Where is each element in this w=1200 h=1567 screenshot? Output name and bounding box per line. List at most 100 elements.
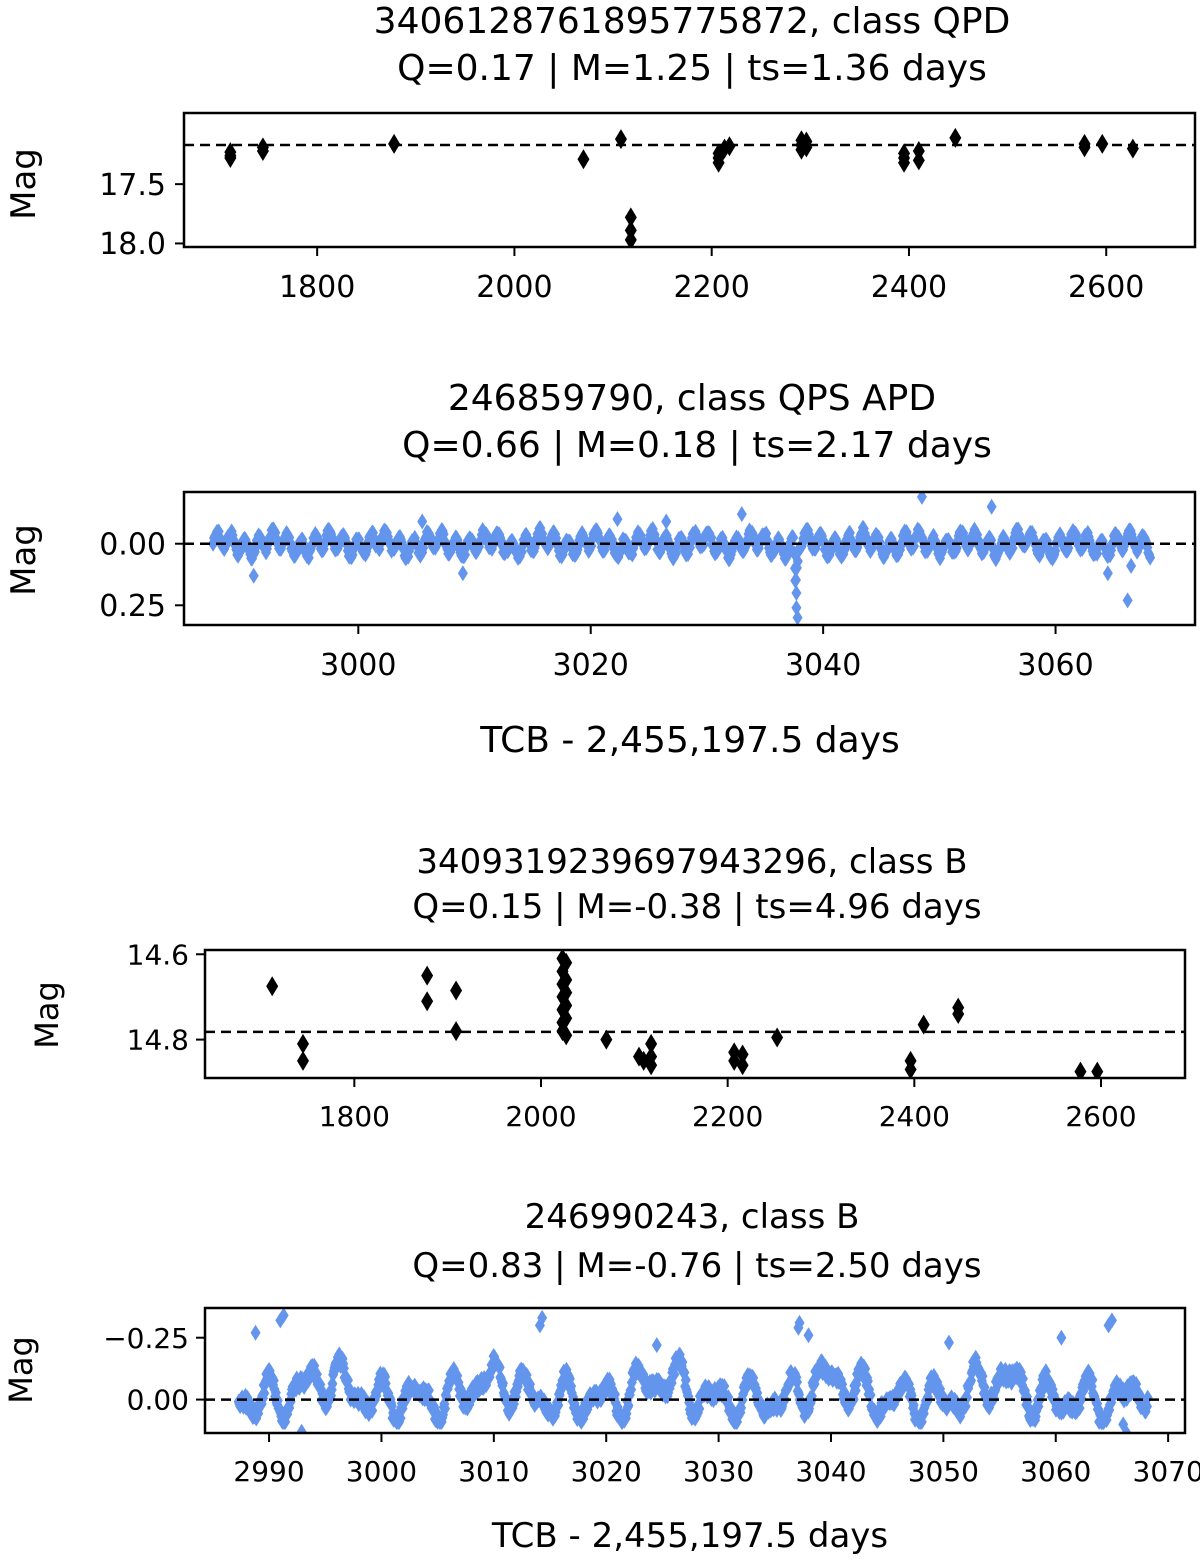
- data-point: [1056, 1329, 1067, 1346]
- data-point: [912, 150, 925, 171]
- x-tick-label: 1800: [319, 1100, 390, 1133]
- data-point: [790, 560, 801, 577]
- x-tick-label: 3020: [571, 1455, 642, 1488]
- panel-4-title-line2: Q=0.83 | M=-0.76 | ts=2.50 days: [412, 1246, 981, 1286]
- x-tick-label: 3020: [553, 648, 629, 683]
- panel-3-title-line2: Q=0.15 | M=-0.38 | ts=4.96 days: [412, 887, 981, 927]
- data-point: [577, 149, 590, 170]
- x-tick-label: 2990: [233, 1455, 304, 1488]
- data-point: [803, 1327, 814, 1344]
- panel-2-frame: [182, 490, 1197, 627]
- data-point: [1078, 137, 1091, 158]
- panel-3-title-line1: 3409319239697943296, class B: [416, 842, 967, 882]
- data-point: [1106, 1312, 1117, 1329]
- x-tick-label: 3030: [683, 1455, 754, 1488]
- data-point: [560, 1025, 573, 1046]
- data-point: [623, 1397, 634, 1414]
- data-point: [224, 148, 237, 169]
- data-point: [736, 506, 747, 523]
- data-point: [917, 1014, 930, 1035]
- data-point: [417, 513, 428, 530]
- x-tick-label: 2200: [692, 1100, 763, 1133]
- data-point: [736, 1055, 749, 1076]
- panel-1-title-line1: 3406128761895775872, class QPD: [374, 1, 1011, 42]
- y-tick-label: 0.00: [127, 1384, 189, 1417]
- data-point: [560, 1008, 573, 1029]
- x-tick-label: 2000: [505, 1100, 576, 1133]
- panel-2-title-line1: 246859790, class QPS APD: [448, 378, 936, 419]
- data-point: [560, 952, 573, 973]
- data-point: [949, 127, 962, 148]
- data-point: [952, 1004, 965, 1024]
- data-point: [736, 1044, 749, 1065]
- data-point: [494, 1359, 505, 1376]
- data-point: [250, 1324, 261, 1341]
- panel-3-ticks: 1800 2000 2200 2400 2600 14.6 14.8: [127, 938, 1137, 1133]
- data-point: [421, 991, 434, 1012]
- data-point: [1102, 565, 1113, 582]
- data-point: [624, 207, 637, 228]
- data-point: [1087, 1371, 1098, 1388]
- data-point: [457, 565, 468, 582]
- data-point: [1017, 1370, 1028, 1387]
- data-point: [450, 1021, 463, 1042]
- data-point: [916, 492, 927, 505]
- y-tick-label: 0.25: [99, 589, 166, 624]
- panel-3-frame: [203, 948, 1187, 1080]
- x-tick-label: 3000: [346, 1455, 417, 1488]
- data-point: [645, 1055, 658, 1076]
- panel-1-ticks: 1800 2000 2200 2400 2600 17.5 18.0: [99, 168, 1144, 305]
- data-point: [600, 1029, 613, 1050]
- x-tick-label: 3050: [908, 1455, 979, 1488]
- data-point: [680, 1372, 691, 1389]
- panel-4-marks: [205, 1308, 1185, 1433]
- x-tick-label: 2600: [1065, 1100, 1136, 1133]
- x-tick-label: 3010: [458, 1455, 529, 1488]
- panel-3: 3409319239697943296, class B Q=0.15 | M=…: [28, 842, 1187, 1133]
- data-point: [792, 609, 803, 625]
- data-point: [800, 137, 813, 158]
- y-tick-label: 0.00: [99, 528, 166, 563]
- panel-2-ylabel: Mag: [4, 524, 44, 596]
- data-point: [421, 965, 434, 986]
- data-point: [1126, 138, 1139, 159]
- panel-2-title-line2: Q=0.66 | M=0.18 | ts=2.17 days: [402, 425, 992, 466]
- data-point: [1015, 1364, 1026, 1381]
- y-tick-label: −0.25: [103, 1322, 189, 1355]
- data-point: [297, 1033, 309, 1054]
- data-point: [645, 1033, 658, 1054]
- data-point: [296, 1423, 307, 1433]
- data-point: [694, 1400, 705, 1417]
- data-point: [1142, 1389, 1153, 1406]
- data-point: [498, 1375, 509, 1392]
- data-point: [1126, 557, 1137, 574]
- data-point: [712, 152, 725, 173]
- data-point: [624, 229, 637, 247]
- data-point: [612, 511, 623, 528]
- x-tick-label: 3060: [1020, 1455, 1091, 1488]
- x-tick-label: 3000: [320, 648, 396, 683]
- x-tick-label: 2400: [871, 270, 947, 305]
- panel-1-frame: [182, 111, 1197, 249]
- panel-4-frame: [203, 1306, 1187, 1435]
- panel-4-xlabel: TCB - 2,455,197.5 days: [491, 1516, 888, 1556]
- x-tick-label: 2600: [1068, 270, 1144, 305]
- x-tick-label: 3040: [795, 1455, 866, 1488]
- data-point: [1121, 1425, 1132, 1433]
- panel-1-title-line2: Q=0.17 | M=1.25 | ts=1.36 days: [397, 48, 987, 89]
- data-point: [440, 1400, 451, 1417]
- panel-1-ylabel: Mag: [4, 148, 44, 220]
- data-point: [790, 572, 801, 589]
- data-point: [1122, 592, 1133, 609]
- panel-2: 246859790, class QPS APD Q=0.66 | M=0.18…: [4, 378, 1197, 761]
- data-point: [661, 513, 672, 530]
- panel-2-xlabel: TCB - 2,455,197.5 days: [479, 720, 900, 761]
- data-point: [560, 969, 573, 990]
- panel-2-ticks: 3000 3020 3040 3060 0.00 0.25: [99, 528, 1094, 683]
- data-point: [560, 982, 573, 1003]
- data-point: [248, 567, 259, 584]
- data-point: [1074, 1061, 1087, 1078]
- panel-4: 246990243, class B Q=0.83 | M=-0.76 | ts…: [2, 1197, 1200, 1556]
- data-point: [943, 1334, 954, 1351]
- data-point: [278, 1308, 289, 1324]
